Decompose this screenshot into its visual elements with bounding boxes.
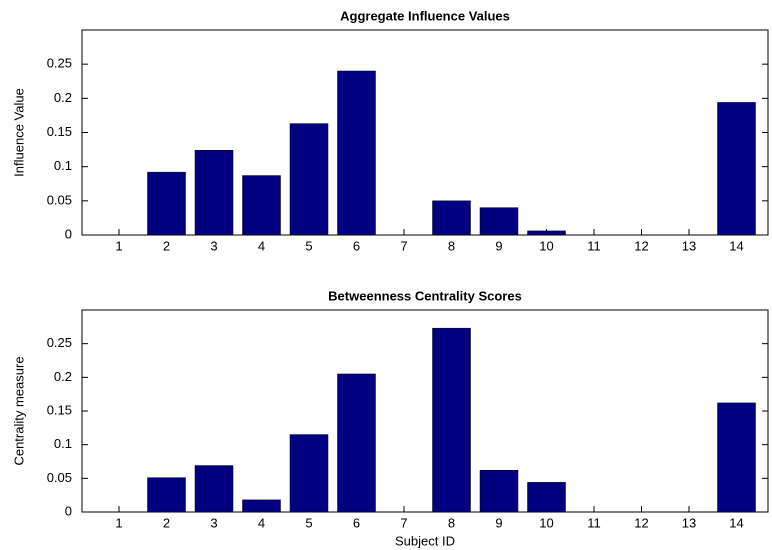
x-tick-label: 11 (587, 515, 601, 530)
y-tick-label: 0.1 (54, 158, 72, 173)
x-tick-label: 5 (305, 238, 312, 253)
bar (242, 499, 281, 513)
chart-title: Aggregate Influence Values (340, 8, 510, 23)
bar (337, 70, 376, 236)
x-tick-label: 1 (115, 515, 122, 530)
bar (289, 434, 329, 513)
x-tick-label: 5 (305, 515, 312, 530)
x-tick-label: 9 (495, 515, 502, 530)
x-tick-label: 6 (353, 238, 360, 253)
y-tick-label: 0.25 (47, 56, 72, 71)
x-tick-label: 13 (682, 238, 696, 253)
bar (147, 171, 186, 236)
bar (717, 402, 756, 513)
y-tick-label: 0.2 (54, 90, 72, 105)
bar (432, 200, 471, 236)
x-tick-label: 7 (400, 515, 407, 530)
bar (432, 327, 471, 513)
bar (479, 207, 519, 236)
y-tick-label: 0.2 (54, 369, 72, 384)
bar (242, 175, 281, 236)
x-tick-label: 7 (400, 238, 407, 253)
y-tick-label: 0.25 (47, 335, 72, 350)
y-tick-label: 0.05 (47, 192, 72, 207)
y-tick-label: 0.15 (47, 124, 72, 139)
bar (337, 373, 376, 513)
bar (289, 123, 329, 236)
x-tick-label: 9 (495, 238, 502, 253)
bar (717, 102, 756, 236)
y-axis-label: Centrality measure (11, 356, 26, 465)
x-tick-label: 3 (210, 515, 217, 530)
x-tick-label: 6 (353, 515, 360, 530)
x-tick-label: 4 (258, 238, 265, 253)
x-tick-label: 14 (729, 238, 743, 253)
x-tick-label: 3 (210, 238, 217, 253)
x-tick-label: 12 (634, 238, 648, 253)
bar (147, 477, 186, 513)
y-tick-label: 0.05 (47, 470, 72, 485)
x-tick-label: 10 (539, 515, 553, 530)
x-tick-label: 2 (163, 238, 170, 253)
x-tick-label: 8 (448, 238, 455, 253)
x-tick-label: 11 (587, 238, 601, 253)
x-tick-label: 8 (448, 515, 455, 530)
chart-title: Betweenness Centrality Scores (328, 288, 522, 303)
bar (194, 465, 234, 513)
x-tick-label: 4 (258, 515, 265, 530)
y-tick-label: 0 (65, 226, 72, 241)
x-tick-label: 13 (682, 515, 696, 530)
x-tick-label: 12 (634, 515, 648, 530)
x-tick-label: 1 (115, 238, 122, 253)
bar (479, 470, 519, 513)
bar (527, 230, 566, 236)
x-tick-label: 10 (539, 238, 553, 253)
x-tick-label: 2 (163, 515, 170, 530)
y-tick-label: 0 (65, 503, 72, 518)
x-axis-label: Subject ID (395, 533, 455, 548)
y-tick-label: 0.1 (54, 436, 72, 451)
bar (527, 482, 566, 513)
x-tick-label: 14 (729, 515, 743, 530)
bar (194, 150, 234, 236)
y-axis-label: Influence Value (11, 88, 26, 177)
y-tick-label: 0.15 (47, 402, 72, 417)
